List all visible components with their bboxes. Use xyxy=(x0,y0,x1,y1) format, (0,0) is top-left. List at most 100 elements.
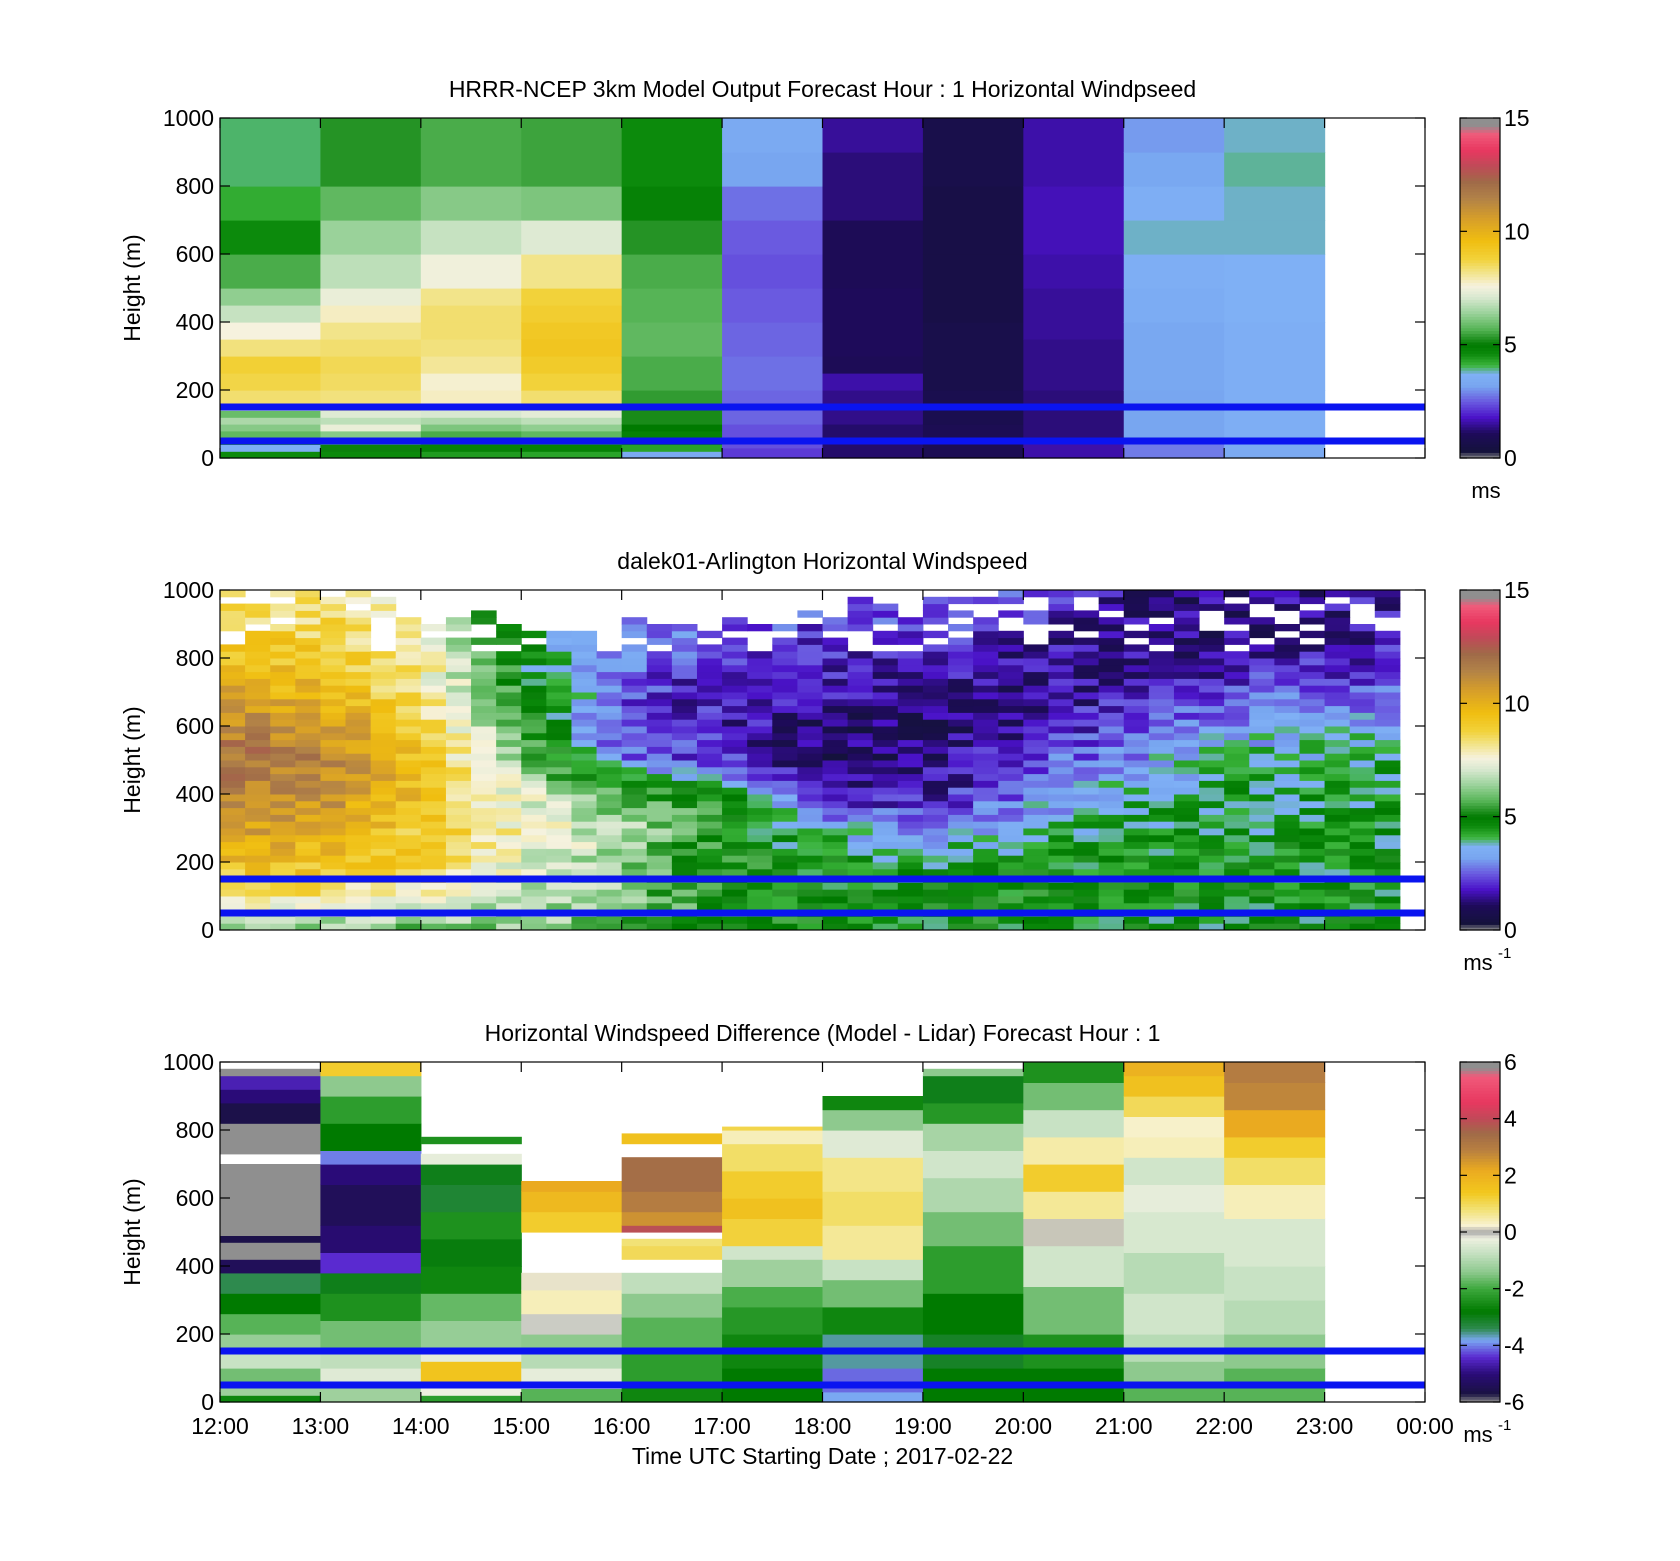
heatmap-cell xyxy=(1299,664,1326,673)
heatmap-cell xyxy=(1199,841,1225,849)
heatmap-cell xyxy=(596,773,623,781)
heatmap-cell xyxy=(295,732,321,741)
heatmap-cell xyxy=(320,1272,422,1294)
heatmap-cell xyxy=(1123,800,1150,809)
colorbar-swatch xyxy=(1460,132,1500,136)
heatmap-cell xyxy=(1349,685,1376,693)
heatmap-cell xyxy=(345,746,372,754)
heatmap-cell xyxy=(1374,610,1401,618)
heatmap-cell xyxy=(1023,916,1049,924)
heatmap-cell xyxy=(797,739,823,747)
heatmap-cell xyxy=(1173,753,1200,761)
heatmap-cell xyxy=(245,644,271,652)
heatmap-cell xyxy=(1299,644,1326,652)
heatmap-cell xyxy=(772,794,798,802)
heatmap-cell xyxy=(948,889,974,897)
heatmap-cell xyxy=(496,902,522,911)
heatmap-cell xyxy=(671,923,698,931)
heatmap-cell xyxy=(747,753,773,761)
heatmap-cell xyxy=(998,834,1024,843)
heatmap-cell xyxy=(797,794,823,802)
heatmap-cell xyxy=(671,807,698,815)
y-tick-label: 200 xyxy=(176,1321,214,1347)
heatmap-cell xyxy=(420,651,447,659)
heatmap-cell xyxy=(797,651,823,659)
heatmap-cell xyxy=(998,828,1024,836)
heatmap-cell xyxy=(596,780,623,788)
heatmap-cell xyxy=(1199,603,1225,611)
heatmap-cell xyxy=(420,220,522,255)
heatmap-cell xyxy=(1098,821,1125,829)
colorbar-swatch xyxy=(1460,1212,1500,1216)
heatmap-cell xyxy=(822,862,849,870)
heatmap-cell xyxy=(948,732,974,741)
heatmap-cell xyxy=(973,821,999,829)
heatmap-cell xyxy=(370,658,397,666)
heatmap-cell xyxy=(722,719,748,727)
heatmap-cell xyxy=(471,651,497,659)
heatmap-cell xyxy=(797,896,823,904)
colorbar-swatch xyxy=(1460,697,1500,702)
heatmap-cell xyxy=(922,658,949,666)
heatmap-cell xyxy=(872,882,899,890)
heatmap-cell xyxy=(270,780,296,788)
heatmap-cell xyxy=(420,848,447,856)
heatmap-cell xyxy=(1048,685,1075,693)
heatmap-cell xyxy=(922,732,949,741)
heatmap-cell xyxy=(220,603,246,611)
heatmap-cell xyxy=(270,834,296,843)
heatmap-cell xyxy=(1224,617,1250,625)
heatmap-cell xyxy=(621,855,648,863)
heatmap-cell xyxy=(722,848,748,856)
heatmap-cell xyxy=(395,848,422,856)
colorbar-swatch xyxy=(1460,1283,1500,1287)
heatmap-cell xyxy=(1224,902,1250,911)
colorbar-tick-label: 15 xyxy=(1504,105,1530,131)
colorbar-swatch xyxy=(1460,404,1500,408)
heatmap-cell xyxy=(696,644,723,652)
heatmap-cell xyxy=(772,712,798,720)
colorbar-swatch xyxy=(1460,200,1500,204)
heatmap-cell xyxy=(1073,821,1100,829)
heatmap-cell xyxy=(270,664,296,673)
colorbar-swatch xyxy=(1460,1325,1500,1329)
heatmap-cell xyxy=(948,848,974,856)
heatmap-cell xyxy=(445,814,472,822)
heatmap-cell xyxy=(471,746,497,754)
heatmap-cell xyxy=(1123,889,1150,897)
heatmap-cell xyxy=(295,637,321,645)
heatmap-cell xyxy=(922,322,1024,391)
heatmap-cell xyxy=(245,705,271,713)
heatmap-cell xyxy=(722,637,748,645)
heatmap-cell xyxy=(696,732,723,741)
heatmap-cell xyxy=(1224,841,1250,849)
heatmap-cell xyxy=(370,726,397,734)
heatmap-cell xyxy=(1274,644,1300,652)
heatmap-cell xyxy=(546,828,572,836)
heatmap-cell xyxy=(772,692,798,700)
heatmap-cell xyxy=(822,794,849,802)
heatmap-cell xyxy=(220,780,246,788)
heatmap-cell xyxy=(646,807,673,815)
colorbar-swatch xyxy=(1460,1164,1500,1168)
heatmap-cell xyxy=(847,719,874,727)
heatmap-cell xyxy=(1224,712,1250,720)
heatmap-cell xyxy=(671,658,698,666)
heatmap-cell xyxy=(1098,855,1125,863)
heatmap-cell xyxy=(370,596,397,605)
heatmap-cell xyxy=(445,902,472,911)
heatmap-cell xyxy=(847,732,874,741)
colorbar-swatch xyxy=(1460,743,1500,747)
heatmap-cell xyxy=(420,794,447,802)
colorbar-swatch xyxy=(1460,177,1500,181)
heatmap-cell xyxy=(571,814,598,822)
heatmap-cell xyxy=(445,882,472,890)
heatmap-cell xyxy=(1048,923,1075,931)
heatmap-cell xyxy=(320,719,347,727)
heatmap-cell xyxy=(671,644,698,652)
heatmap-cell xyxy=(496,807,522,815)
heatmap-cell xyxy=(797,644,823,652)
heatmap-cell xyxy=(872,692,899,700)
heatmap-cell xyxy=(370,828,397,836)
heatmap-cell xyxy=(1023,821,1049,829)
